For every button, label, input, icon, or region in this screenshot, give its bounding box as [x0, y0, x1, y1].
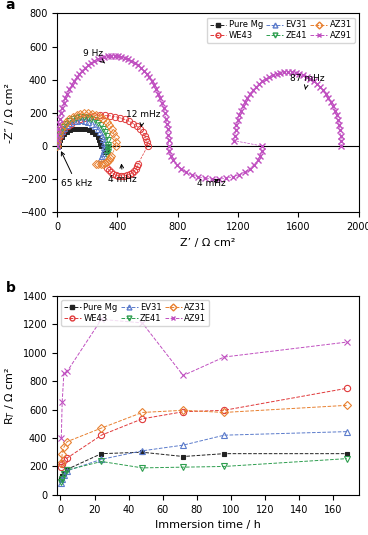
Y-axis label: R$_{T}$ / Ω cm²: R$_{T}$ / Ω cm²	[3, 366, 17, 425]
X-axis label: Immersion time / h: Immersion time / h	[155, 520, 261, 530]
Legend: Pure Mg, WE43, EV31, ZE41, AZ31, AZ91: Pure Mg, WE43, EV31, ZE41, AZ31, AZ91	[207, 18, 355, 43]
Text: 87 mHz: 87 mHz	[290, 74, 325, 89]
Legend: Pure Mg, WE43, EV31, ZE41, AZ31, AZ91: Pure Mg, WE43, EV31, ZE41, AZ31, AZ91	[61, 300, 209, 326]
Text: 4 mHz: 4 mHz	[197, 179, 226, 188]
Text: 9 Hz: 9 Hz	[84, 49, 105, 63]
Text: a: a	[6, 0, 15, 12]
Text: 12 mHz: 12 mHz	[126, 110, 160, 126]
Text: 65 kHz: 65 kHz	[61, 152, 92, 188]
Y-axis label: -Z″ / Ω cm²: -Z″ / Ω cm²	[5, 83, 15, 143]
X-axis label: Z’ / Ω cm²: Z’ / Ω cm²	[180, 238, 236, 248]
Text: b: b	[6, 281, 15, 295]
Text: 4 mHz: 4 mHz	[108, 164, 137, 184]
